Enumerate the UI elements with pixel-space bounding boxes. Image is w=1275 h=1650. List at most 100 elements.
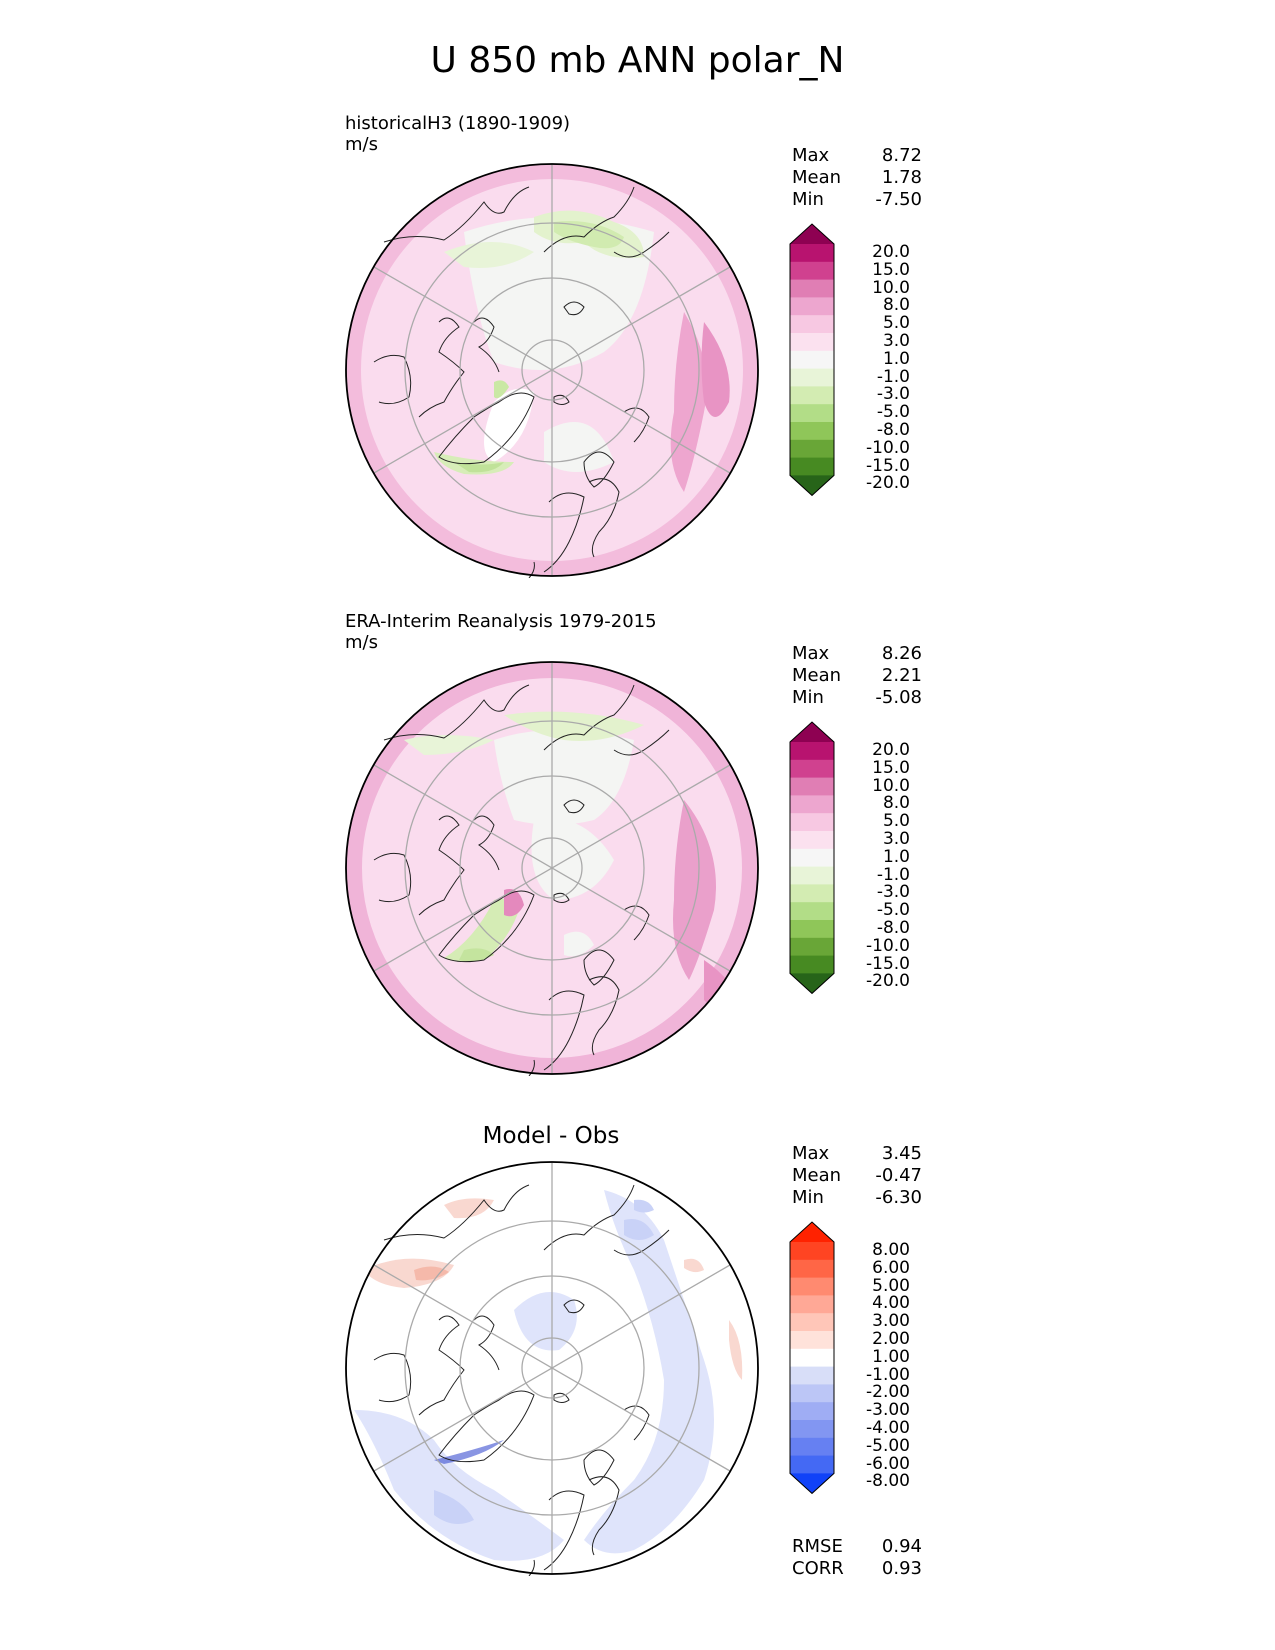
colorbar-segment xyxy=(790,404,834,423)
metric-value: 0.93 xyxy=(881,1558,922,1579)
colorbar-segment xyxy=(790,1331,834,1350)
stat-max: Max 3.45 xyxy=(792,1143,922,1165)
colorbar-tick-label: -15.0 xyxy=(866,953,910,974)
colorbar-tick: 5.0 xyxy=(840,314,910,333)
colorbar-tick: -5.0 xyxy=(840,402,910,423)
metric-rmse: RMSE 0.94 xyxy=(792,1536,922,1558)
colorbar-tick: -20.0 xyxy=(840,973,910,991)
colorbar-tick-label: 10.0 xyxy=(872,775,910,796)
colorbar-tick-label: 4.00 xyxy=(872,1293,910,1314)
colorbar-tick-label: -8.0 xyxy=(876,419,910,440)
colorbar-tick: 6.00 xyxy=(840,1259,910,1278)
stat-value: 1.78 xyxy=(881,167,922,188)
stats-box: Max 8.26 Mean 2.21 Min -5.08 xyxy=(792,643,922,709)
colorbar-outline xyxy=(789,223,835,497)
colorbar-segment xyxy=(790,937,834,957)
colorbar-tick: 8.00 xyxy=(840,1240,910,1260)
colorbar-tick-label: 20.0 xyxy=(872,242,910,262)
colorbar-tick-label: -2.00 xyxy=(866,1382,910,1403)
colorbar-tick: -4.00 xyxy=(840,1417,910,1438)
colorbar-segment xyxy=(790,920,834,939)
colorbar-tick-label: 2.00 xyxy=(872,1328,910,1349)
colorbar-extend-min xyxy=(790,973,834,994)
metric-label: CORR xyxy=(792,1558,844,1579)
panel-ref: ERA-Interim Reanalysis 1979-2015 m/s xyxy=(0,608,1275,1078)
colorbar-tick: -15.0 xyxy=(840,455,910,476)
panel-diff: Model - Obs xyxy=(0,1108,1275,1580)
colorbar-segment xyxy=(790,1366,834,1385)
colorbar-segment xyxy=(790,315,834,334)
colorbar-tick-label: -3.00 xyxy=(866,1400,910,1421)
colorbar-segment xyxy=(790,333,834,352)
colorbar-tick: 3.0 xyxy=(840,830,910,849)
colorbar-segment xyxy=(790,795,834,814)
stat-min: Min -6.30 xyxy=(792,1187,922,1209)
colorbar-tick-label: -10.0 xyxy=(866,935,910,956)
colorbar-tick-label: 5.00 xyxy=(872,1275,910,1296)
colorbar-ticks: 20.0 15.0 10.0 8.0 5.0 3.0 1.0 -1.0 -3.0 -5.0 -8.0… xyxy=(840,242,910,493)
colorbar-ticks: 8.00 6.00 5.00 4.00 3.00 2.00 1.00 -1.00 -2.00 -3… xyxy=(840,1240,910,1492)
stat-label: Mean xyxy=(792,665,842,686)
stat-label: Min xyxy=(792,189,824,210)
stat-label: Max xyxy=(792,145,830,166)
stat-label: Mean xyxy=(792,167,842,188)
colorbar-tick: 1.00 xyxy=(840,1348,910,1367)
colorbar-tick-label: -3.0 xyxy=(876,384,910,405)
colorbar-tick-label: 8.00 xyxy=(872,1240,910,1260)
stats-box: Max 8.72 Mean 1.78 Min -7.50 xyxy=(792,145,922,211)
stat-label: Max xyxy=(792,643,830,664)
colorbar-tick: 5.0 xyxy=(840,811,910,832)
panel-center-title: Model - Obs xyxy=(482,1123,620,1149)
colorbar-tick-label: 5.0 xyxy=(882,811,910,832)
colorbar-tick-label: -8.0 xyxy=(876,917,910,938)
colorbar-tick-label: -5.0 xyxy=(876,402,910,423)
colorbar-tick-label: 3.0 xyxy=(882,330,910,351)
stat-label: Mean xyxy=(792,1165,842,1186)
panel-test: historicalH3 (1890-1909) m/s xyxy=(0,110,1275,580)
stat-min: Min -5.08 xyxy=(792,687,922,709)
colorbar-tick: 3.0 xyxy=(840,330,910,351)
colorbar-segment xyxy=(790,1277,834,1296)
colorbar-tick: 8.0 xyxy=(840,297,910,315)
colorbar-tick-label: -8.00 xyxy=(866,1471,910,1492)
colorbar-tick: -1.0 xyxy=(840,366,910,387)
colorbar-segment xyxy=(790,902,834,921)
colorbar-tick-label: 10.0 xyxy=(872,277,910,298)
colorbar-tick-label: -4.00 xyxy=(866,1417,910,1438)
colorbar-tick-label: -5.0 xyxy=(876,900,910,921)
stat-label: Min xyxy=(792,687,824,708)
stat-max: Max 8.26 xyxy=(792,643,922,665)
colorbar-tick-label: 15.0 xyxy=(872,259,910,280)
colorbar-segment xyxy=(790,1259,834,1279)
colorbar-segment xyxy=(790,813,834,832)
colorbar-segment xyxy=(790,439,834,459)
polar-map-diff xyxy=(345,1161,759,1576)
colorbar-extend-max xyxy=(790,722,834,742)
panel-units: m/s xyxy=(345,134,378,155)
colorbar-outline xyxy=(789,1221,835,1495)
colorbar-tick-label: -15.0 xyxy=(866,455,910,476)
colorbar-segment xyxy=(790,350,834,370)
panel-subtitle: historicalH3 (1890-1909) xyxy=(345,113,571,134)
colorbar-segment xyxy=(790,955,834,974)
colorbar-tick-label: 15.0 xyxy=(872,757,910,778)
stat-value: 3.45 xyxy=(881,1143,922,1164)
colorbar-segment xyxy=(790,422,834,441)
colorbar-tick-label: -3.0 xyxy=(876,882,910,903)
stat-mean: Mean 1.78 xyxy=(792,167,922,189)
stat-value: 2.21 xyxy=(881,665,922,686)
stat-value: 8.26 xyxy=(881,643,922,664)
colorbar-extend-max xyxy=(790,224,834,244)
metric-corr: CORR 0.93 xyxy=(792,1558,922,1580)
figure-title: U 850 mb ANN polar_N xyxy=(430,40,845,81)
colorbar-tick: -15.0 xyxy=(840,953,910,974)
colorbar-tick: -8.0 xyxy=(840,917,910,938)
colorbar-tick-label: -1.0 xyxy=(876,366,910,387)
colorbar-segment xyxy=(790,1384,834,1403)
colorbar-segment xyxy=(790,884,834,903)
colorbar-extend-min xyxy=(790,1473,834,1494)
colorbar-tick-label: 8.0 xyxy=(882,295,910,316)
colorbar-tick: -20.0 xyxy=(840,475,910,493)
colorbar-tick-label: 3.00 xyxy=(872,1311,910,1332)
colorbar-tick: 5.00 xyxy=(840,1275,910,1296)
